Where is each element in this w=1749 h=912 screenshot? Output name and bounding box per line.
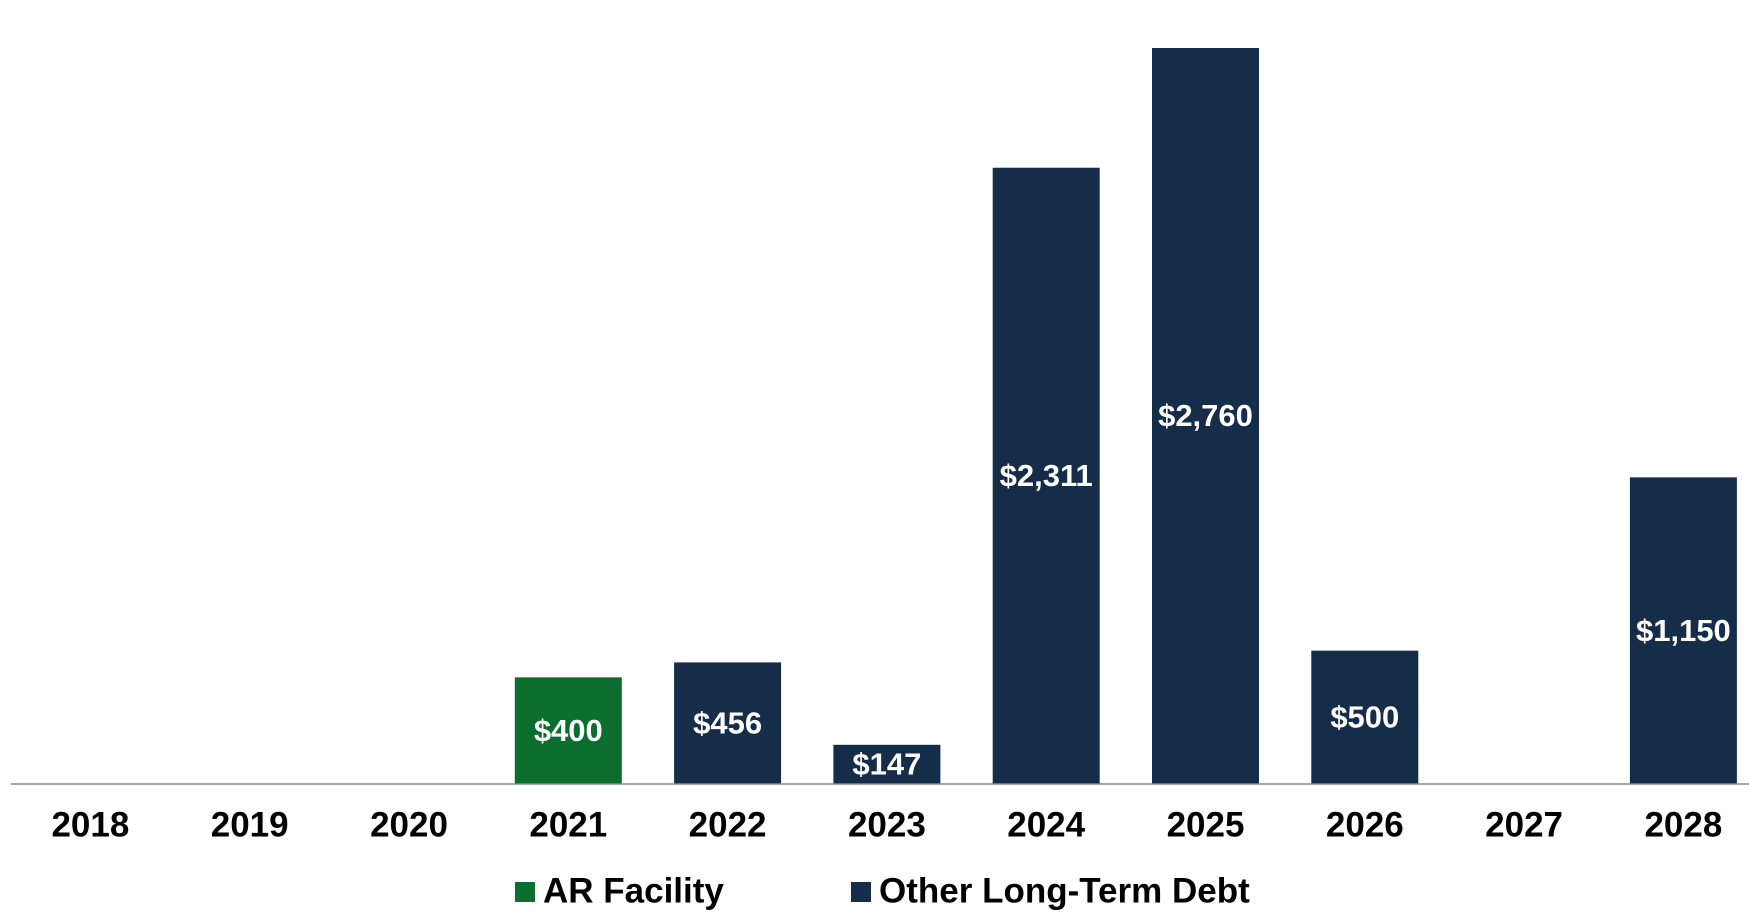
- bar: [514, 677, 622, 784]
- x-tick-label: 2018: [51, 805, 129, 844]
- x-tick-label: 2028: [1644, 805, 1722, 844]
- legend-swatch: [515, 882, 535, 902]
- value-label: $2,760: [1158, 398, 1253, 433]
- x-tick-label: 2026: [1326, 805, 1404, 844]
- value-label: $2,311: [1000, 458, 1093, 493]
- x-tick-label: 2020: [370, 805, 448, 844]
- bar: [1311, 650, 1419, 784]
- bar: [1629, 477, 1737, 784]
- value-label: $500: [1330, 700, 1399, 735]
- x-tick-label: 2025: [1167, 805, 1245, 844]
- legend-label: AR Facility: [543, 871, 724, 910]
- x-tick-label: 2027: [1485, 805, 1563, 844]
- bar: [674, 662, 782, 784]
- value-label: $1,150: [1636, 613, 1731, 648]
- value-label: $456: [693, 705, 762, 740]
- x-tick-label: 2021: [529, 805, 607, 844]
- x-tick-label: 2019: [211, 805, 289, 844]
- bar: [992, 167, 1100, 784]
- bar: [833, 744, 941, 784]
- legend-label: Other Long-Term Debt: [879, 871, 1250, 910]
- bar: [1152, 48, 1259, 784]
- x-tick-label: 2022: [689, 805, 767, 844]
- value-label: $400: [534, 713, 603, 748]
- x-tick-label: 2024: [1007, 805, 1085, 844]
- value-label: $147: [852, 747, 921, 782]
- legend-swatch: [851, 882, 871, 902]
- x-tick-label: 2023: [848, 805, 926, 844]
